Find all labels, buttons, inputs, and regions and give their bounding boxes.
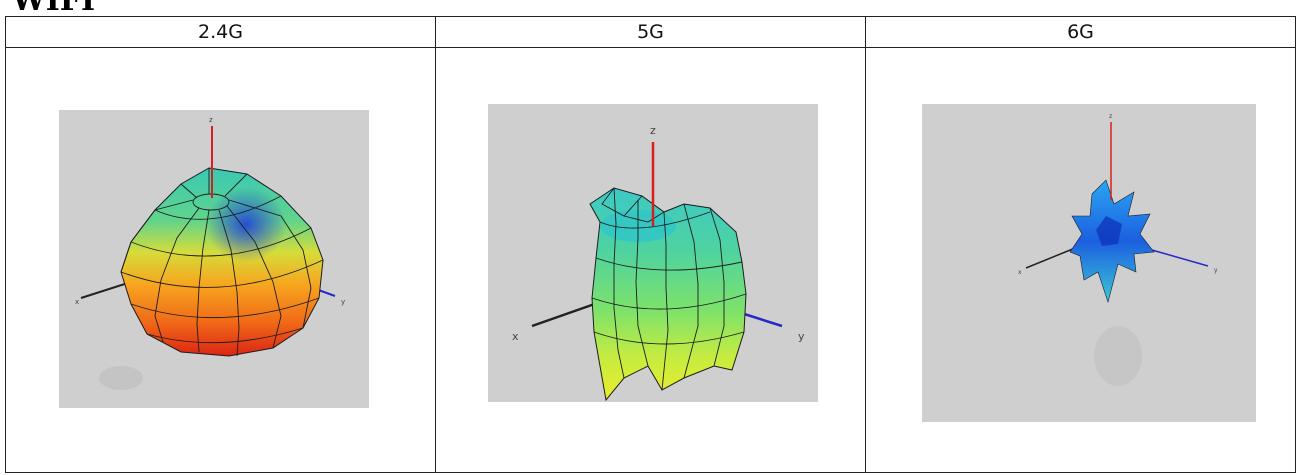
table-header-row: 2.4G 5G 6G (5, 16, 1296, 48)
z-axis-label: z (650, 124, 656, 137)
z-axis-label: z (209, 116, 213, 124)
column-header-2-4g: 2.4G (5, 16, 436, 48)
radiation-surface-shade (1096, 216, 1122, 246)
radiation-plot-6g: z x y (1018, 113, 1218, 386)
cell-6g: z x y (865, 47, 1296, 473)
radiation-surface-shade (121, 168, 323, 356)
radiation-pattern-6g-image: z x y (922, 104, 1256, 422)
y-axis-label: y (341, 298, 345, 306)
z-axis-label: z (1109, 113, 1112, 120)
radiation-pattern-2-4g-image: z x y (59, 110, 369, 408)
radiation-pattern-table: 2.4G 5G 6G (5, 16, 1296, 473)
table-row: z x y (5, 47, 1296, 473)
cell-5g: z x y (435, 47, 866, 473)
mesh-lines (591, 187, 747, 391)
mesh-lines (120, 168, 324, 357)
x-axis-line (1025, 245, 1081, 269)
y-axis-line (1151, 249, 1209, 267)
y-axis-label: y (798, 330, 805, 343)
x-axis-label: x (1018, 269, 1022, 276)
shadow-shape (1094, 326, 1142, 386)
y-axis-label: y (1214, 267, 1218, 274)
x-axis-label: x (75, 298, 79, 306)
shadow-shape (99, 366, 143, 390)
cell-2-4g: z x y (5, 47, 436, 473)
x-axis-label: x (512, 330, 519, 343)
radiation-pattern-5g-image: z x y (488, 104, 818, 402)
column-header-6g: 6G (865, 16, 1296, 48)
page-heading: WIFI (12, 0, 96, 18)
column-header-5g: 5G (435, 16, 866, 48)
radiation-plot-2-4g: z x y (75, 116, 345, 390)
radiation-plot-5g: z x y (512, 124, 805, 402)
